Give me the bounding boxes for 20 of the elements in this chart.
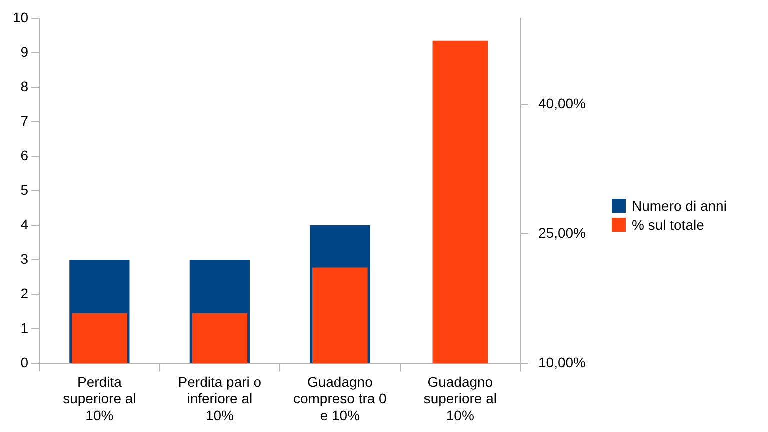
legend-label: % sul totale [632, 217, 704, 233]
y-tick-label: 3 [20, 250, 29, 267]
y-tick-label: 7 [20, 112, 29, 129]
y-tick-label: 5 [20, 182, 29, 198]
y-tick-label: 1 [20, 320, 29, 336]
y-tick-label: 8 [20, 78, 29, 94]
y-tick-label: 4 [20, 216, 29, 232]
y2-tick-label: 25,00% [538, 225, 586, 242]
y-tick-label: 9 [20, 44, 29, 60]
y2-tick-label: 10,00% [538, 354, 586, 370]
y2-tick-label: 40,00% [538, 96, 586, 112]
y-tick-label: 2 [20, 285, 29, 302]
x-tick-label: Guadagno superiore al 10% [424, 374, 497, 424]
y-tick-label: 6 [20, 147, 29, 164]
x-tick-label: Guadagno compreso tra 0 e 10% [293, 374, 388, 424]
y-tick-label: 10 [12, 9, 29, 26]
y-tick-label: 0 [20, 354, 29, 370]
legend-label: Numero di anni [632, 198, 727, 214]
x-tick-label: Perdita pari o inferiore al 10% [178, 374, 262, 424]
x-tick-label: Perdita superiore al 10% [63, 374, 136, 424]
